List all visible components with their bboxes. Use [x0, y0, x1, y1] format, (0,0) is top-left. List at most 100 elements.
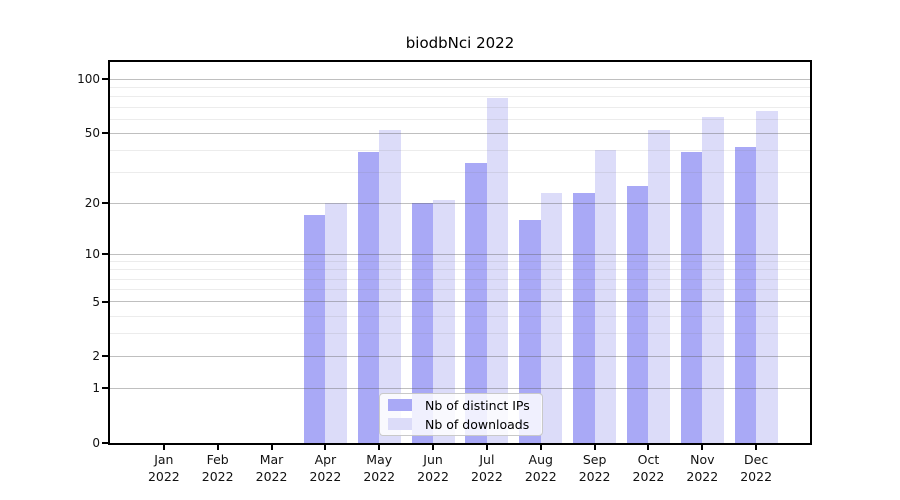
x-tick-year: 2022	[147, 468, 180, 484]
y-tick-mark	[102, 132, 110, 135]
minor-gridline	[110, 261, 810, 263]
bar-distinct-ips-dec	[734, 146, 757, 443]
y-tick-mark	[102, 78, 110, 81]
x-tick-year: 2022	[632, 468, 665, 484]
bar-distinct-ips-oct	[626, 186, 649, 443]
x-tick-mark	[755, 443, 758, 450]
y-tick-label: 2	[92, 349, 100, 364]
y-tick-label: 5	[92, 294, 100, 309]
x-tick-month: Jan	[154, 452, 174, 467]
minor-gridline	[110, 269, 810, 271]
major-gridline	[110, 301, 810, 303]
x-tick-mark	[216, 443, 219, 450]
x-tick-month: Jun	[423, 452, 443, 467]
x-tick-mark	[593, 443, 596, 450]
major-gridline	[110, 78, 810, 80]
x-tick-year: 2022	[201, 468, 234, 484]
legend-swatch-downloads	[388, 418, 412, 430]
x-tick-month: Dec	[744, 452, 769, 467]
x-tick-label: Dec 2022	[728, 452, 784, 485]
x-tick-mark	[324, 443, 327, 450]
y-tick-mark	[102, 387, 110, 390]
bar-downloads-apr	[325, 203, 347, 443]
x-tick-label: May 2022	[351, 452, 407, 485]
legend-swatch-distinct-ips	[388, 399, 412, 411]
major-gridline	[110, 387, 810, 389]
x-tick-month: Apr	[314, 452, 337, 467]
legend-item-label: Nb of distinct IPs	[425, 397, 530, 413]
minor-gridline	[110, 315, 810, 317]
bar-downloads-may	[379, 130, 401, 443]
bar-distinct-ips-jul	[465, 162, 487, 443]
bar-downloads-dec	[756, 110, 778, 443]
x-tick-month: Jul	[479, 452, 495, 467]
x-tick-label: Sep 2022	[567, 452, 623, 485]
minor-gridline	[110, 118, 810, 120]
x-tick-mark	[539, 443, 542, 450]
y-tick-mark	[102, 442, 110, 444]
x-tick-year: 2022	[363, 468, 396, 484]
major-gridline	[110, 253, 810, 255]
x-tick-year: 2022	[255, 468, 288, 484]
x-tick-year: 2022	[471, 468, 503, 484]
y-tick-label: 0	[92, 436, 100, 450]
legend-item-label: Nb of downloads	[425, 416, 530, 432]
bar-distinct-ips-aug	[519, 219, 541, 443]
minor-gridline	[110, 96, 810, 98]
x-tick-month: Sep	[582, 452, 607, 467]
x-tick-month: Aug	[528, 452, 553, 467]
x-tick-mark	[270, 443, 273, 450]
minor-gridline	[110, 87, 810, 89]
bar-distinct-ips-nov	[680, 152, 703, 443]
x-tick-month: Oct	[637, 452, 660, 467]
x-tick-mark	[432, 443, 435, 450]
y-tick-mark	[102, 355, 110, 358]
y-tick-label: 1	[92, 381, 100, 396]
bar-distinct-ips-jun	[411, 203, 434, 443]
x-tick-label: Jul 2022	[459, 452, 515, 485]
y-tick-label: 100	[77, 72, 100, 87]
minor-gridline	[110, 171, 810, 173]
minor-gridline	[110, 106, 810, 108]
x-tick-mark	[485, 443, 488, 450]
minor-gridline	[110, 149, 810, 151]
x-tick-label: Feb 2022	[190, 452, 246, 485]
legend-item: Nb of distinct IPs	[388, 397, 534, 413]
x-tick-label: Apr 2022	[297, 452, 353, 485]
x-tick-year: 2022	[417, 468, 449, 484]
y-tick-label: 50	[84, 126, 100, 141]
minor-gridline	[110, 333, 810, 335]
y-tick-mark	[102, 253, 110, 256]
x-tick-month: May	[366, 452, 393, 467]
minor-gridline	[110, 289, 810, 291]
y-tick-mark	[102, 300, 110, 303]
x-tick-mark	[647, 443, 650, 450]
x-tick-mark	[701, 443, 704, 450]
x-tick-label: Mar 2022	[244, 452, 300, 485]
y-tick-label: 20	[84, 196, 100, 211]
major-gridline	[110, 132, 810, 134]
x-tick-label: Nov 2022	[674, 452, 730, 485]
y-tick-label: 10	[84, 247, 100, 262]
plot-area	[108, 60, 812, 445]
x-tick-year: 2022	[740, 468, 773, 484]
x-tick-month: Mar	[259, 452, 284, 467]
major-gridline	[110, 355, 810, 357]
bar-distinct-ips-sep	[573, 192, 595, 443]
bar-downloads-jul	[486, 97, 509, 443]
bar-downloads-aug	[540, 192, 563, 443]
x-tick-year: 2022	[524, 468, 557, 484]
bar-downloads-jun	[433, 199, 455, 443]
x-tick-month: Nov	[690, 452, 715, 467]
chart-title: biodbNci 2022	[405, 34, 515, 52]
legend-item: Nb of downloads	[388, 416, 534, 432]
bar-distinct-ips-apr	[303, 215, 326, 443]
x-tick-year: 2022	[578, 468, 611, 484]
x-tick-label: Jun 2022	[405, 452, 461, 485]
bar-distinct-ips-may	[357, 152, 380, 443]
legend: Nb of distinct IPs Nb of downloads	[379, 393, 543, 436]
bar-downloads-nov	[702, 116, 724, 443]
minor-gridline	[110, 278, 810, 280]
x-tick-mark	[162, 443, 165, 450]
